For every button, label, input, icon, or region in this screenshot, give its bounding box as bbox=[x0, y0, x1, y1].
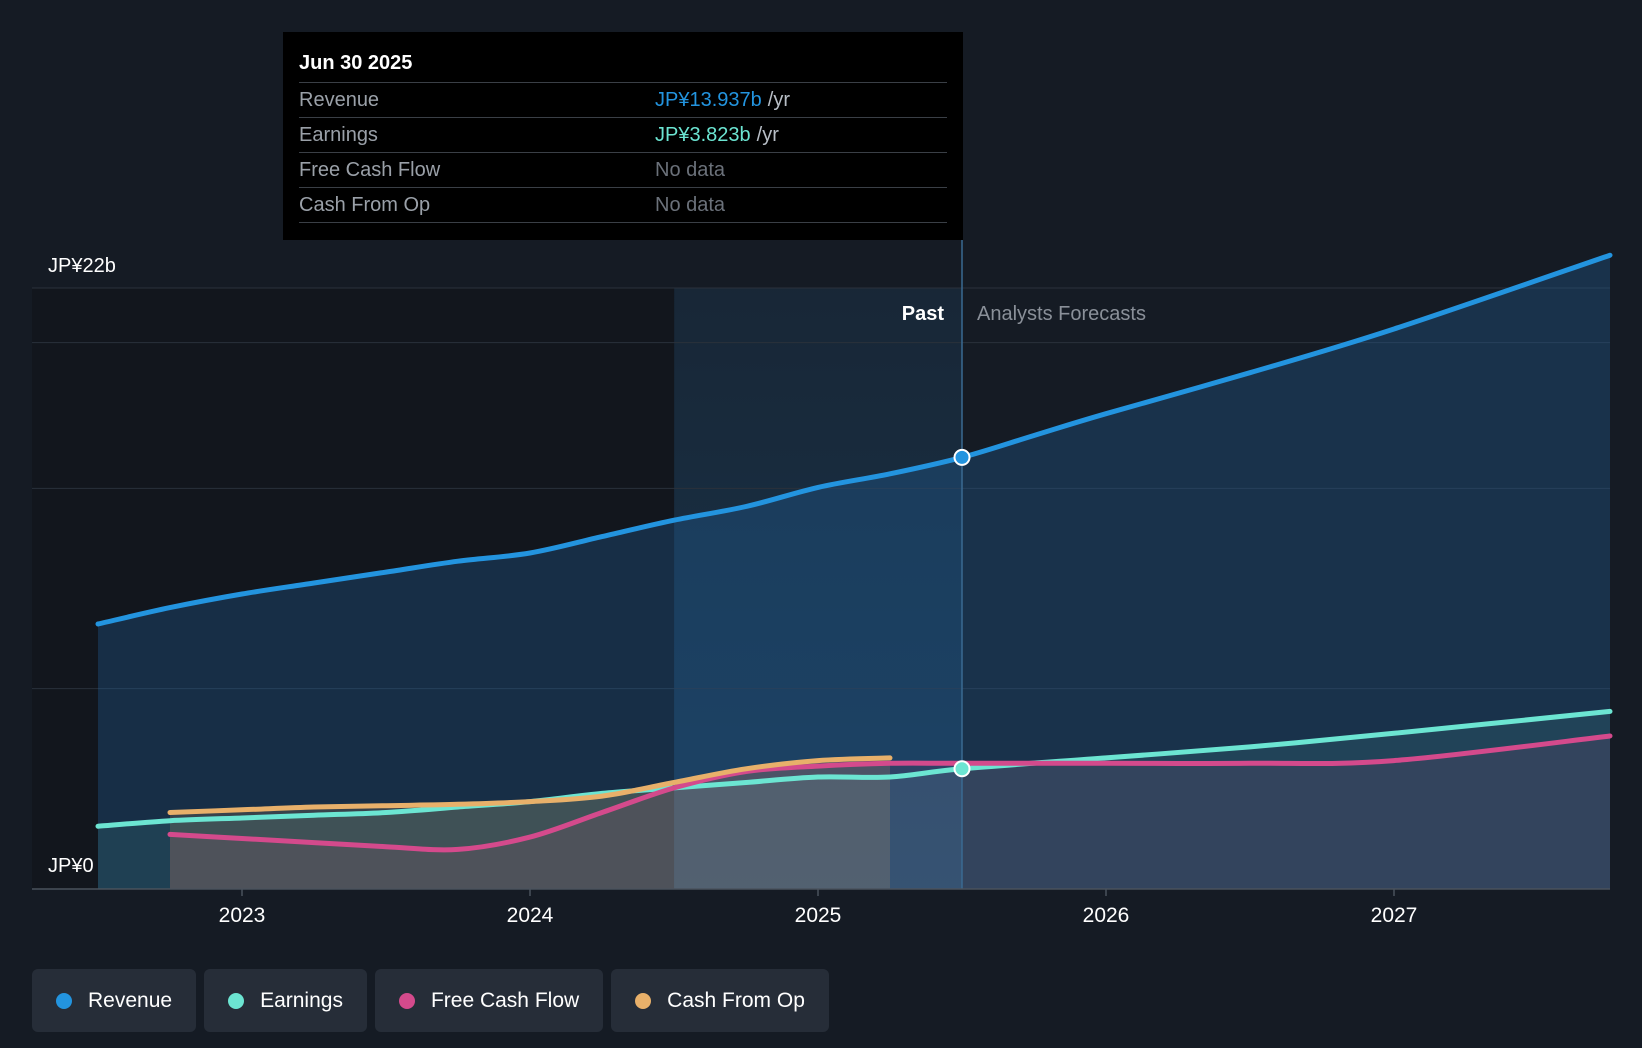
earnings-marker[interactable] bbox=[953, 760, 971, 778]
y-tick-label-zero: JP¥0 bbox=[48, 855, 94, 877]
past-label: Past bbox=[902, 303, 945, 325]
legend-label: Free Cash Flow bbox=[430, 988, 580, 1012]
earnings-line bbox=[95, 708, 1613, 829]
free-cash-flow-line bbox=[167, 733, 1613, 853]
legend-item-free-cash-flow[interactable]: Free Cash Flow bbox=[374, 969, 604, 1032]
tooltip-value: JP¥3.823b bbox=[655, 124, 751, 146]
tooltip-value: JP¥13.937b bbox=[655, 89, 762, 111]
tooltip-row-free-cash-flow: Free Cash Flow No data bbox=[299, 152, 947, 187]
series-lines bbox=[95, 252, 1613, 853]
y-tick-label-max: JP¥22b bbox=[48, 255, 116, 277]
tooltip-unit: /yr bbox=[767, 89, 790, 111]
revenue-dot-icon bbox=[56, 992, 72, 1009]
past-highlight-region bbox=[674, 288, 962, 889]
free-cash-flow-dot-icon bbox=[398, 992, 415, 1009]
earnings-dot-icon bbox=[228, 992, 245, 1009]
tooltip-label: Revenue bbox=[299, 89, 380, 111]
tooltip-label: Cash From Op bbox=[299, 194, 431, 216]
cash-from-op-dot-icon bbox=[635, 992, 652, 1009]
revenue-area bbox=[98, 255, 1610, 889]
x-axis: 2023 2024 2025 2026 2027 bbox=[32, 888, 1610, 927]
series-areas bbox=[98, 255, 1610, 889]
tooltip-value: No data bbox=[655, 194, 726, 216]
tooltip-row-revenue: Revenue JP¥13.937b /yr bbox=[299, 82, 947, 117]
series-markers[interactable] bbox=[953, 448, 971, 778]
tooltip-unit: /yr bbox=[756, 124, 779, 146]
x-tick-label: 2026 bbox=[1083, 904, 1130, 927]
tooltip: Jun 30 2025 Revenue JP¥13.937b /yr Earni… bbox=[283, 32, 963, 240]
tooltip-row-earnings: Earnings JP¥3.823b /yr bbox=[299, 117, 947, 152]
forecast-label: Analysts Forecasts bbox=[977, 303, 1146, 325]
tooltip-label: Free Cash Flow bbox=[299, 159, 441, 181]
cash-from-op-area bbox=[170, 757, 890, 889]
tooltip-value: No data bbox=[655, 159, 726, 181]
legend: Revenue Earnings Free Cash Flow Cash Fro… bbox=[32, 969, 829, 1032]
x-tick-label: 2025 bbox=[795, 904, 842, 927]
tooltip-label: Earnings bbox=[299, 124, 378, 146]
legend-item-cash-from-op[interactable]: Cash From Op bbox=[611, 969, 829, 1032]
earnings-area bbox=[98, 711, 1610, 889]
legend-item-earnings[interactable]: Earnings bbox=[204, 969, 367, 1032]
legend-label: Earnings bbox=[260, 988, 343, 1012]
legend-label: Cash From Op bbox=[667, 988, 805, 1012]
x-tick-label: 2027 bbox=[1371, 904, 1418, 927]
x-tick-label: 2024 bbox=[507, 904, 554, 927]
tooltip-date: Jun 30 2025 bbox=[299, 52, 413, 74]
legend-item-revenue[interactable]: Revenue bbox=[32, 969, 197, 1032]
cash-from-op-line bbox=[167, 755, 893, 815]
past-background bbox=[32, 288, 675, 889]
revenue-line bbox=[95, 252, 1613, 627]
tooltip-row-cash-from-op: Cash From Op No data bbox=[299, 187, 947, 223]
free-cash-flow-area bbox=[170, 736, 1610, 889]
x-tick-label: 2023 bbox=[219, 904, 266, 927]
legend-label: Revenue bbox=[88, 988, 173, 1012]
revenue-marker[interactable] bbox=[953, 448, 971, 466]
